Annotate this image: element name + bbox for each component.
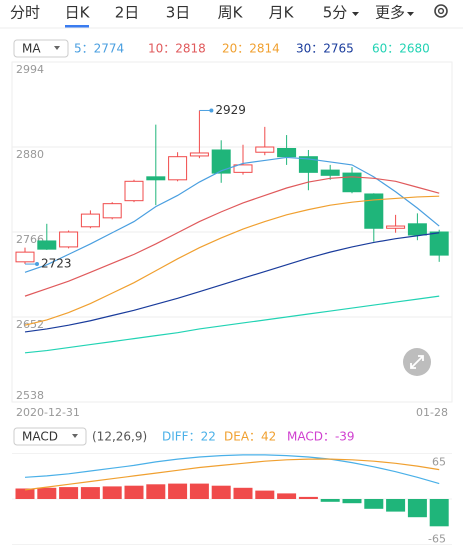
dropdown-arrow xyxy=(352,12,359,16)
candle-body xyxy=(233,164,253,173)
ma-line xyxy=(24,195,440,326)
extreme-label: 2723 xyxy=(41,257,72,271)
macd-bar xyxy=(298,496,318,499)
legend-entry: MACD：-39 xyxy=(287,430,355,444)
macd-bar xyxy=(80,487,100,499)
legend-entry: DIFF：22 xyxy=(162,430,216,444)
tab[interactable]: 月K xyxy=(269,4,295,22)
macd-bar xyxy=(211,485,231,499)
macd-bar xyxy=(59,487,79,499)
candle-body xyxy=(211,149,231,174)
candle-body xyxy=(407,223,427,236)
tab[interactable]: 2日 xyxy=(115,4,140,22)
candle-body xyxy=(102,203,122,219)
candle-body xyxy=(15,251,35,263)
extreme-label: 2929 xyxy=(215,103,246,117)
macd-bar xyxy=(37,487,57,499)
ma-line xyxy=(24,176,440,297)
gear-icon xyxy=(434,4,448,18)
macd-bar xyxy=(407,499,427,518)
indicator-label: MACD xyxy=(22,430,58,444)
candle-body xyxy=(298,156,318,173)
macd-bar xyxy=(386,499,406,512)
macd-bar xyxy=(124,485,144,499)
tab[interactable]: 5分 xyxy=(323,4,348,22)
macd-bar xyxy=(429,499,449,527)
dropdown-arrow xyxy=(407,12,414,16)
indicator-params: (12,26,9) xyxy=(92,430,147,444)
legend-entry: 10：2818 xyxy=(148,42,206,56)
dropdown-arrow xyxy=(72,434,78,438)
candle-body xyxy=(386,225,406,229)
y-tick-label: -65 xyxy=(428,533,446,546)
gear-hub xyxy=(437,7,445,15)
candle-body xyxy=(255,146,275,153)
tab-underline xyxy=(65,25,89,28)
ma-line xyxy=(24,232,440,333)
macd-bar xyxy=(189,483,209,499)
macd-bar xyxy=(320,499,340,502)
candle-body xyxy=(364,193,384,229)
indicator-label: MA xyxy=(22,42,41,56)
legend-entry: 5：2774 xyxy=(74,42,124,56)
macd-bar xyxy=(364,499,384,509)
tab[interactable]: 分时 xyxy=(10,4,40,22)
candle-body xyxy=(168,156,188,181)
macd-bar xyxy=(102,486,122,499)
macd-bar xyxy=(255,490,275,499)
y-tick-label: 65 xyxy=(432,456,446,469)
indicator-select[interactable] xyxy=(13,39,69,58)
x-tick-label: 2020-12-31 xyxy=(16,406,80,419)
candle-body xyxy=(277,147,297,158)
macd-line xyxy=(24,458,440,491)
indicator-select[interactable] xyxy=(13,427,87,446)
candle-body xyxy=(342,172,362,193)
tab[interactable]: 更多 xyxy=(375,4,405,22)
macd-bar xyxy=(277,493,297,499)
extreme-dot xyxy=(209,108,214,113)
dropdown-arrow xyxy=(54,46,60,50)
macd-line xyxy=(24,454,440,485)
candle-body xyxy=(124,180,144,202)
candle-body xyxy=(146,176,166,181)
y-tick-label: 2880 xyxy=(16,148,44,161)
legend-entry: DEA：42 xyxy=(224,430,276,444)
legend-entry: 60：2680 xyxy=(372,42,430,56)
candle-body xyxy=(37,240,57,250)
candle-body xyxy=(189,152,209,157)
macd-bar xyxy=(15,488,35,499)
x-tick-label: 01-28 xyxy=(416,406,448,419)
candle-body xyxy=(320,169,340,176)
legend-entry: 20：2814 xyxy=(222,42,280,56)
candle-body xyxy=(80,213,100,228)
candle-body xyxy=(59,231,79,248)
tab[interactable]: 周K xyxy=(218,4,244,22)
macd-bar xyxy=(233,487,253,499)
y-tick-label: 2538 xyxy=(16,389,44,402)
macd-bar xyxy=(168,483,188,499)
candle-body xyxy=(429,231,449,256)
extreme-dot xyxy=(35,262,39,267)
settings-button[interactable] xyxy=(434,4,448,18)
macd-bar xyxy=(146,484,166,499)
ma-line xyxy=(24,295,440,354)
tab[interactable]: 日K xyxy=(65,4,91,22)
macd-bar xyxy=(342,499,362,504)
y-tick-label: 2766 xyxy=(16,233,44,246)
ma-line xyxy=(24,156,440,273)
tab[interactable]: 3日 xyxy=(166,4,191,22)
expand-icon xyxy=(410,355,424,369)
fullscreen-button[interactable] xyxy=(403,348,431,376)
legend-entry: 30：2765 xyxy=(296,42,354,56)
y-tick-label: 2994 xyxy=(16,63,44,76)
